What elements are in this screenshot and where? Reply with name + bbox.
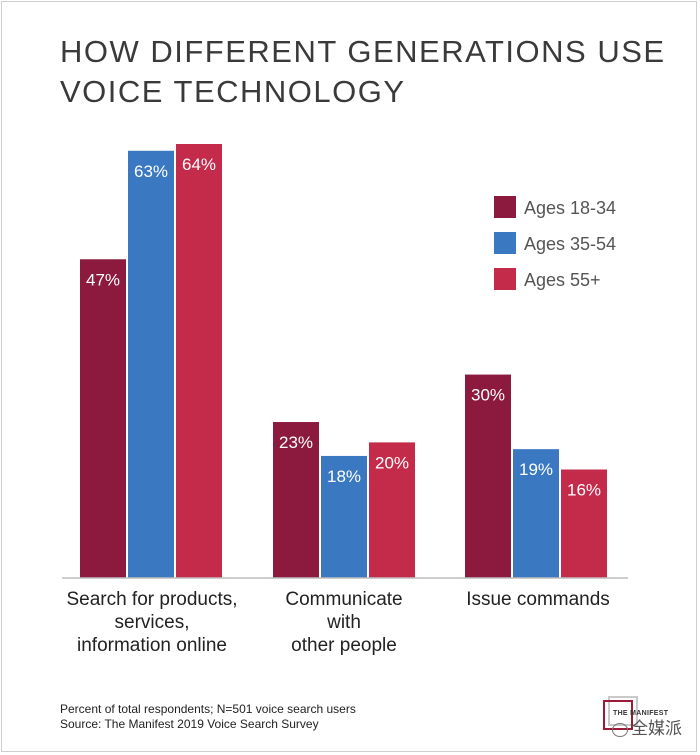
bars-layer xyxy=(80,144,607,578)
category-label-1-line-2: services, xyxy=(115,612,190,633)
value-label-2-1: 23% xyxy=(279,433,313,452)
wechat-icon xyxy=(612,722,628,737)
logo-text: THE MANIFEST xyxy=(613,710,669,717)
watermark-text: 全媒派 xyxy=(631,719,682,738)
value-label-3-1: 30% xyxy=(471,386,505,405)
category-label-1-line-3: information online xyxy=(77,635,227,656)
value-label-3-3: 16% xyxy=(567,481,601,500)
category-label-1-line-1: Search for products, xyxy=(66,589,237,610)
legend-label-2: Ages 35-54 xyxy=(524,234,616,254)
legend: Ages 18-34 Ages 35-54 Ages 55+ xyxy=(494,196,616,290)
bar-1-1 xyxy=(80,259,126,578)
footnote-source: Source: The Manifest 2019 Voice Search S… xyxy=(60,717,319,731)
category-labels-layer: Search for products,services,information… xyxy=(66,589,609,656)
bar-3-1 xyxy=(465,374,511,578)
category-label-3-line-1: Issue commands xyxy=(466,589,610,610)
value-label-1-1: 47% xyxy=(86,270,120,289)
bar-3-2 xyxy=(513,449,559,578)
value-labels-layer: 47% 63% 64% 23% 18% 20% 30% 19% 16% xyxy=(86,155,601,500)
category-label-2-line-2: with xyxy=(326,612,361,633)
value-label-1-2: 63% xyxy=(134,162,168,181)
legend-label-3: Ages 55+ xyxy=(524,270,601,290)
legend-label-1: Ages 18-34 xyxy=(524,198,616,218)
bar-2-3 xyxy=(369,442,415,578)
value-label-1-3: 64% xyxy=(182,155,216,174)
value-label-2-2: 18% xyxy=(327,467,361,486)
value-label-3-2: 19% xyxy=(519,460,553,479)
footnote-respondents: Percent of total respondents; N=501 voic… xyxy=(60,702,356,716)
category-label-2-line-1: Communicate xyxy=(285,589,402,610)
legend-swatch-2 xyxy=(494,232,516,254)
chart-title: HOW DIFFERENT GENERATIONS USE VOICE TECH… xyxy=(60,34,666,109)
bar-1-3 xyxy=(176,144,222,578)
bar-2-1 xyxy=(273,422,319,578)
bar-1-2 xyxy=(128,150,174,578)
bar-3-3 xyxy=(561,469,607,578)
category-label-2-line-3: other people xyxy=(291,635,397,656)
footnote: Percent of total respondents; N=501 voic… xyxy=(60,702,356,732)
legend-swatch-1 xyxy=(494,196,516,218)
watermark: 全媒派 xyxy=(612,714,682,739)
legend-swatch-3 xyxy=(494,268,516,290)
value-label-2-3: 20% xyxy=(375,453,409,472)
bar-2-2 xyxy=(321,455,367,578)
